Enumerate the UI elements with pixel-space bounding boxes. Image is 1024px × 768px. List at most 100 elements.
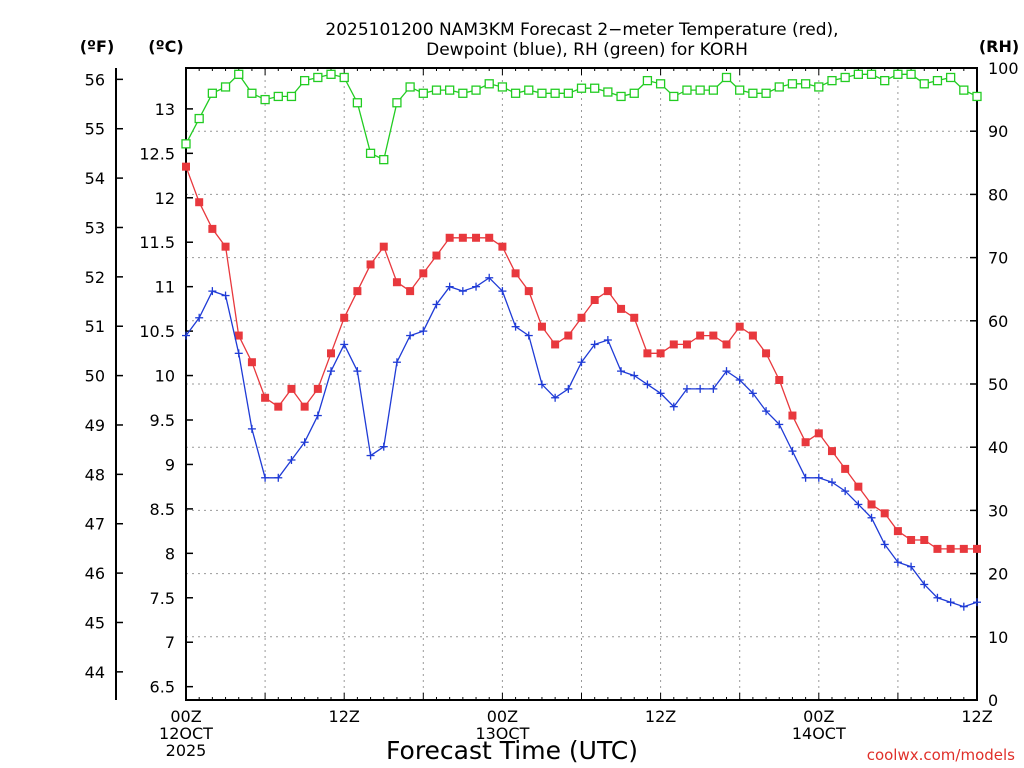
temperature-point bbox=[854, 482, 863, 491]
rh-point bbox=[247, 88, 257, 98]
fahrenheit-tick-label: 53 bbox=[85, 218, 105, 237]
dewpoint-point bbox=[406, 331, 415, 340]
rh-tick-label: 0 bbox=[988, 691, 998, 710]
rh-point bbox=[299, 75, 310, 86]
x-tick-label: 12OCT bbox=[159, 724, 213, 743]
chart-title-line1: 2025101200 NAM3KM Forecast 2−meter Tempe… bbox=[325, 20, 838, 40]
dewpoint-point bbox=[696, 384, 705, 393]
temperature-point bbox=[472, 233, 481, 242]
rh-point bbox=[880, 75, 890, 86]
dewpoint-point bbox=[590, 340, 599, 349]
temperature-point bbox=[907, 536, 916, 544]
rh-axis-label: (RH) bbox=[979, 37, 1019, 56]
temperature-point bbox=[432, 251, 441, 260]
temperature-point bbox=[300, 402, 309, 411]
rh-point bbox=[576, 83, 587, 93]
dewpoint-point bbox=[353, 367, 362, 376]
temperature-point bbox=[287, 384, 296, 393]
rh-point bbox=[326, 69, 336, 79]
temperature-point bbox=[775, 376, 784, 384]
dewpoint-point bbox=[511, 322, 520, 331]
rh-tick-label: 50 bbox=[988, 375, 1008, 394]
rh-point bbox=[207, 88, 218, 98]
temperature-point bbox=[261, 393, 270, 402]
temperature-point bbox=[498, 242, 507, 251]
temperature-point bbox=[313, 384, 322, 393]
celsius-tick-label: 13 bbox=[155, 100, 175, 119]
temperature-point bbox=[577, 313, 586, 322]
rh-point bbox=[405, 82, 415, 92]
temperature-point bbox=[379, 242, 388, 251]
rh-point bbox=[959, 85, 969, 95]
dewpoint-point bbox=[907, 562, 916, 571]
dewpoint-point bbox=[814, 473, 823, 482]
temperature-point bbox=[973, 544, 981, 553]
x-tick-label: 12Z bbox=[329, 707, 360, 726]
dewpoint-point bbox=[445, 282, 454, 291]
dewpoint-point bbox=[274, 473, 283, 482]
dewpoint-point bbox=[630, 371, 639, 380]
temperature-point bbox=[682, 340, 691, 349]
rh-point bbox=[866, 69, 877, 79]
rh-point bbox=[853, 69, 863, 79]
rh-point bbox=[524, 85, 534, 95]
dewpoint-point bbox=[682, 384, 691, 393]
dewpoint-point bbox=[551, 393, 560, 402]
dewpoint-point bbox=[300, 438, 309, 447]
dewpoint-point bbox=[827, 478, 836, 487]
temperature-point bbox=[748, 331, 757, 340]
dewpoint-point bbox=[867, 513, 876, 522]
series-layer bbox=[181, 69, 982, 611]
fahrenheit-tick-label: 48 bbox=[85, 465, 105, 484]
dewpoint-point bbox=[379, 442, 388, 451]
temperature-point bbox=[208, 224, 217, 233]
temperature-point bbox=[893, 527, 902, 536]
dewpoint-point bbox=[801, 473, 810, 482]
temperature-point bbox=[801, 438, 810, 447]
temperature-point bbox=[603, 287, 612, 296]
temperature-point bbox=[669, 340, 678, 349]
temperature-point bbox=[827, 447, 836, 456]
rh-tick-label: 40 bbox=[988, 438, 1008, 457]
temperature-point bbox=[485, 233, 494, 242]
grid-lines bbox=[186, 68, 977, 700]
chart-title-line2: Dewpoint (blue), RH (green) for KORH bbox=[426, 40, 748, 60]
dewpoint-point bbox=[735, 376, 744, 384]
fahrenheit-tick-label: 50 bbox=[85, 367, 105, 386]
rh-point bbox=[220, 82, 231, 92]
fahrenheit-tick-label: 47 bbox=[85, 515, 105, 534]
temperature-point bbox=[696, 331, 705, 340]
rh-point bbox=[603, 87, 613, 97]
temperature-point bbox=[511, 269, 520, 278]
dewpoint-point bbox=[577, 358, 586, 367]
fahrenheit-tick-label: 56 bbox=[85, 70, 105, 89]
rh-point bbox=[418, 88, 428, 98]
dewpoint-point bbox=[722, 367, 731, 376]
rh-point bbox=[814, 82, 824, 92]
temperature-point bbox=[920, 536, 929, 544]
rh-tick-label: 100 bbox=[988, 59, 1019, 78]
temperature-point bbox=[867, 500, 876, 509]
dewpoint-point bbox=[933, 593, 942, 602]
temperature-point bbox=[551, 340, 560, 349]
rh-point bbox=[194, 113, 204, 124]
temperature-point bbox=[709, 331, 718, 340]
rh-point bbox=[550, 88, 560, 98]
rh-point bbox=[379, 154, 389, 165]
dewpoint-point bbox=[287, 456, 296, 464]
temperature-point bbox=[841, 464, 850, 473]
x-tick-label: 13OCT bbox=[475, 724, 529, 743]
rh-point bbox=[234, 69, 244, 79]
celsius-tick-label: 11 bbox=[155, 278, 175, 297]
rh-point bbox=[682, 85, 692, 95]
dewpoint-point bbox=[762, 407, 771, 416]
rh-tick-label: 90 bbox=[988, 122, 1008, 141]
temperature-point bbox=[234, 331, 243, 340]
rh-point bbox=[735, 85, 745, 95]
rh-tick-label: 20 bbox=[988, 565, 1008, 584]
temperature-point bbox=[564, 331, 573, 340]
temperature-point bbox=[722, 340, 731, 349]
temperature-point bbox=[366, 260, 375, 269]
temperature-point bbox=[788, 411, 797, 420]
